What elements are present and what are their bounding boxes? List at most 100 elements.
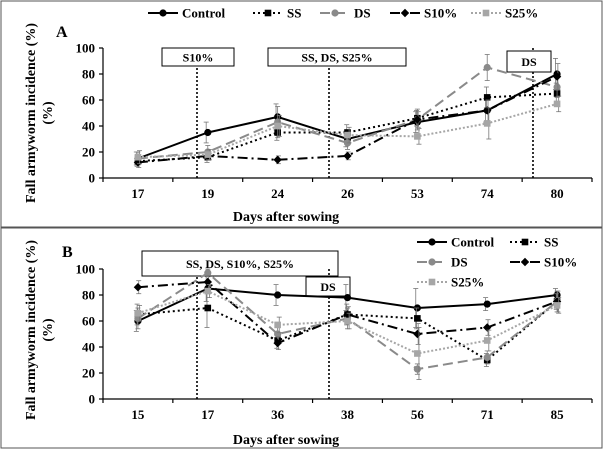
panel-a-legend-ds-label: DS bbox=[354, 6, 371, 21]
panel-a-series-ds-point bbox=[553, 83, 561, 91]
panel-a-annotation-text: DS bbox=[521, 55, 537, 69]
panel-a-series-s25pct-point bbox=[483, 120, 491, 127]
panel-a-legend-control-label: Control bbox=[182, 6, 225, 21]
panel-a-series-s10pct-point bbox=[413, 115, 422, 124]
panel-b-legend-ds-label: DS bbox=[451, 255, 468, 270]
panel-b-series-control-point bbox=[343, 294, 352, 302]
panel-a-legend-ss-label: SS bbox=[287, 6, 301, 21]
panel-b-series-s10pct-point bbox=[203, 277, 212, 287]
panel-b-y-tick-label: 60 bbox=[82, 314, 95, 329]
panel-b-letter: B bbox=[62, 244, 73, 261]
panel-a-legend-s10pct-marker bbox=[400, 8, 410, 18]
panel-b-series-s25pct-point bbox=[344, 317, 351, 325]
panel-a-series-s25pct-point bbox=[553, 100, 561, 108]
panel-b-series-control-point bbox=[274, 291, 282, 299]
panel-b-y-tick-label: 40 bbox=[82, 340, 95, 355]
panel-a-annotation-box bbox=[506, 50, 552, 73]
panel-b-series-s10pct-point bbox=[273, 338, 282, 348]
panel-b-legend-s25pct: S25% bbox=[417, 275, 484, 290]
panel-a-series-s25pct-point bbox=[134, 153, 142, 161]
panel-b-series-ds-point bbox=[413, 365, 421, 373]
panel-b-legend-s10pct-label: S10% bbox=[544, 255, 577, 270]
panel-b-plot: 0 20 40 60 80 100 15 17 36 38 56 71 85 SS, DS, S10%, … bbox=[76, 250, 593, 422]
panel-a-series-s25pct-point bbox=[414, 133, 421, 140]
panel-a-x-tick-label: 19 bbox=[201, 186, 215, 201]
panel-a-y-tick-label: 0 bbox=[89, 171, 96, 186]
panel-b-legend-s25pct-marker bbox=[428, 278, 436, 286]
panel-b-legend: Control SS DS S10% S25% bbox=[417, 235, 577, 290]
panel-a-series-control-point bbox=[204, 128, 212, 137]
panel-b-y-tick-label: 20 bbox=[82, 366, 95, 381]
panel-a-legend-ds: DS bbox=[320, 6, 371, 21]
panel-b-legend-control-marker bbox=[428, 238, 436, 246]
panel-b-series-ds-point bbox=[483, 353, 491, 361]
panel-a-legend-s25pct-label: S25% bbox=[505, 6, 538, 21]
panel-a-legend-ds-marker bbox=[331, 9, 339, 17]
panel-a-series-s25pct-point bbox=[274, 122, 281, 130]
panel-a-series-s10pct-point bbox=[552, 72, 562, 81]
panel-b-legend-s25pct-label: S25% bbox=[451, 275, 484, 290]
panel-a-x-tick-label: 17 bbox=[131, 186, 145, 201]
panel-a-y-tick-label: 20 bbox=[82, 145, 95, 160]
panel-a-x-tick-label: 26 bbox=[341, 186, 355, 201]
panel-a-legend: Control SS DS S10% S25% bbox=[148, 6, 538, 21]
panel-a-x-tick-label: 53 bbox=[411, 186, 425, 201]
panel-b-y-tick-label: 0 bbox=[89, 392, 96, 407]
panel-a-x-tick-label: 24 bbox=[271, 186, 285, 201]
panel-b-legend-ss: SS bbox=[510, 235, 558, 250]
panel-b-ylabel-line1: Fall armyworm incidence (%) bbox=[24, 240, 39, 420]
panel-b-series-s10pct-point bbox=[483, 323, 492, 332]
panel-b-ylabel-line2: (%) bbox=[41, 318, 56, 342]
panel-b-series-ss-point bbox=[414, 315, 421, 322]
panel-a-series-s10pct-point bbox=[273, 155, 282, 164]
panel-a-annotation-box bbox=[267, 47, 407, 67]
panel-b-annotation-box bbox=[141, 250, 339, 277]
panel-a-legend-s10pct-label: S10% bbox=[424, 6, 457, 21]
panel-b-series-s25pct-point bbox=[553, 302, 561, 309]
panel-b-x-tick-label: 71 bbox=[481, 407, 494, 422]
panel-a-series-s25pct bbox=[134, 95, 562, 165]
panel-a-y-tick-label: 80 bbox=[82, 67, 95, 82]
panel-b-legend-ds-marker bbox=[428, 258, 436, 266]
panel-b-series-s25pct-point bbox=[483, 337, 491, 344]
panel-b-series-s10pct-point bbox=[343, 310, 352, 319]
panel-a-annotation-text: S10% bbox=[183, 51, 214, 65]
panel-a-x-tick-label: 74 bbox=[481, 186, 495, 201]
panel-a-ylabel-line2: (%) bbox=[41, 101, 56, 125]
panel-a-y-tick-label: 100 bbox=[76, 41, 96, 56]
panel-b-series-s10pct bbox=[133, 275, 562, 351]
panel-b-series-s25pct-point bbox=[274, 321, 281, 329]
panel-b-legend-s10pct-marker bbox=[520, 257, 530, 267]
panel-b-legend-ss-label: SS bbox=[544, 235, 558, 250]
panel-b-legend-ss-marker bbox=[521, 238, 529, 246]
panel-b-series-s25pct-point bbox=[134, 309, 142, 317]
panel-a-legend-ss-marker bbox=[264, 9, 272, 17]
panel-a-series-ss-point bbox=[483, 94, 491, 101]
panel-b-series-ds-point bbox=[204, 269, 212, 277]
panel-b-x-tick-label: 85 bbox=[551, 407, 565, 422]
panel-a-ylabel-line1: Fall armyworm incidence (%) bbox=[24, 23, 39, 203]
panel-a-y-tick-label: 60 bbox=[82, 93, 95, 108]
panel-a-legend-s25pct: S25% bbox=[471, 6, 538, 21]
panel-b-series-s25pct-point bbox=[414, 350, 421, 357]
panel-b-y-tick-label: 100 bbox=[76, 262, 96, 277]
panel-a-series-ds bbox=[134, 54, 561, 166]
panel-b-legend-ds: DS bbox=[417, 255, 468, 270]
panel-b-series-ss-point bbox=[204, 304, 212, 312]
panel-b-x-tick-label: 56 bbox=[411, 407, 425, 422]
panel-a-series-s25pct-point bbox=[344, 131, 351, 139]
panel-b-series-s25pct-point bbox=[204, 287, 212, 295]
panel-b-series-s10pct-point bbox=[133, 283, 143, 292]
panel-a-legend-control: Control bbox=[148, 6, 225, 21]
panel-a-legend-ss: SS bbox=[253, 6, 301, 21]
panel-a-letter: A bbox=[56, 24, 68, 41]
panel-b-x-tick-label: 38 bbox=[341, 407, 355, 422]
panel-a-annotation-box bbox=[161, 47, 235, 67]
panel-b-legend-control-label: Control bbox=[451, 235, 494, 250]
panel-b-legend-s10pct: S10% bbox=[510, 255, 577, 270]
panel-a-series-ds-point bbox=[483, 63, 491, 72]
panel-b-series-control-point bbox=[483, 300, 491, 308]
panel-a-legend-s25pct-marker bbox=[482, 9, 490, 17]
panel-a-y-tick-label: 40 bbox=[82, 119, 95, 134]
